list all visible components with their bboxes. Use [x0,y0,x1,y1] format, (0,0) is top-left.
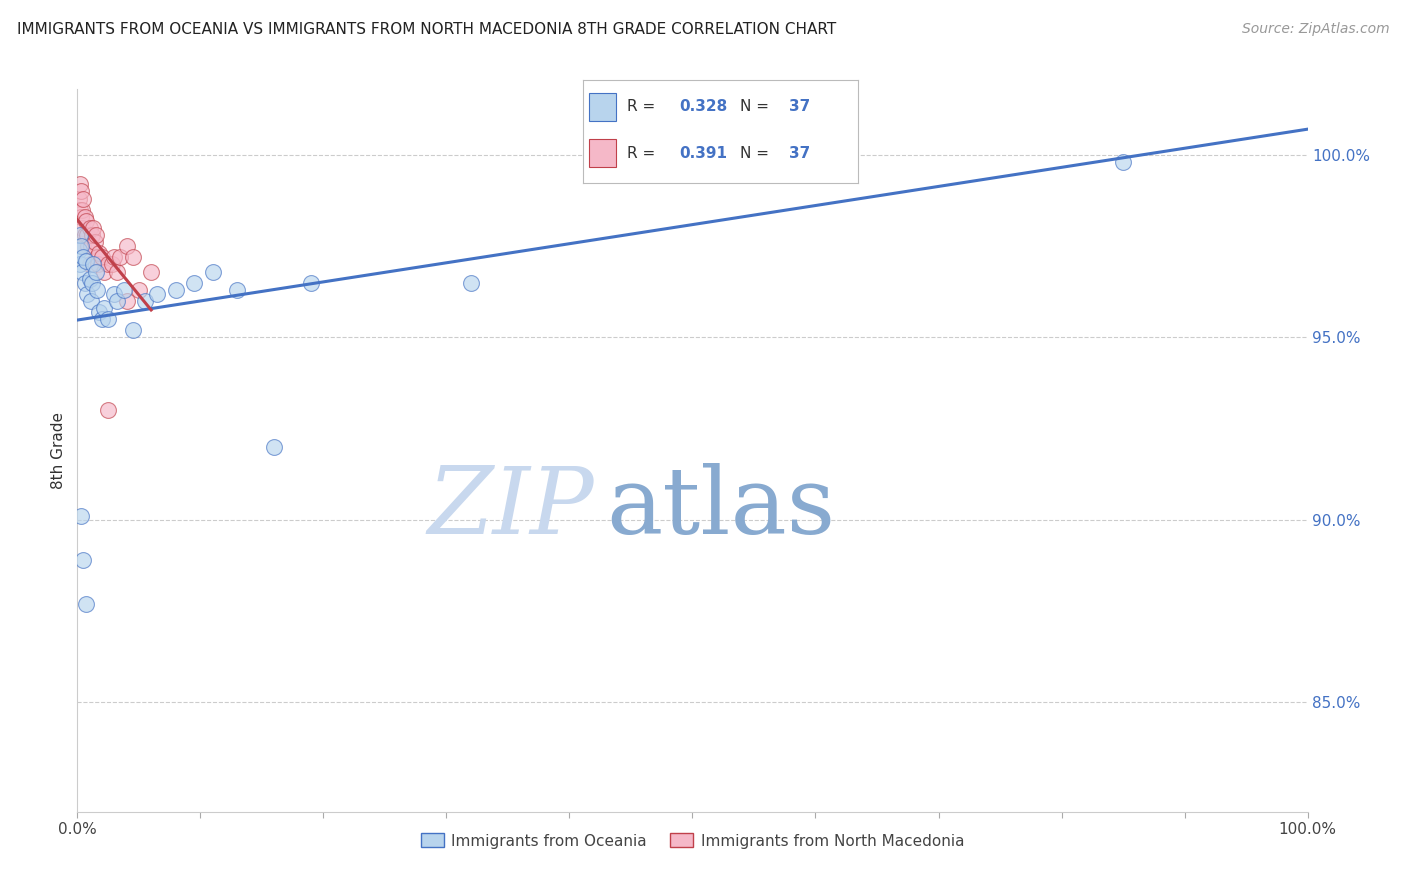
Point [75,597,97,611]
Point [460,276,482,290]
Point [89,246,111,260]
Point [121,323,143,337]
Point [67,243,90,257]
Point [79,220,101,235]
Point [97,312,120,326]
Point [70,185,93,199]
Point [110,250,132,264]
Y-axis label: 8th Grade: 8th Grade [51,412,66,489]
Point [105,293,128,308]
Point [75,213,97,227]
Point [82,220,104,235]
Point [90,312,114,326]
Point [67,192,90,206]
Point [69,202,91,217]
Point [82,257,104,271]
Point [76,228,98,243]
Point [299,276,322,290]
Point [97,403,120,417]
Legend: Immigrants from Oceania, Immigrants from North Macedonia: Immigrants from Oceania, Immigrants from… [415,828,970,855]
Point [93,301,115,315]
Text: atlas: atlas [606,463,835,553]
Point [101,257,124,271]
Text: 37: 37 [789,99,810,114]
Point [80,293,103,308]
Point [141,265,163,279]
Point [263,440,285,454]
Point [75,253,97,268]
Point [82,228,104,243]
Point [79,272,101,286]
FancyBboxPatch shape [589,139,616,168]
Point [80,239,103,253]
Text: ZIP: ZIP [427,463,595,553]
Point [90,250,114,264]
Point [103,250,125,264]
Text: IMMIGRANTS FROM OCEANIA VS IMMIGRANTS FROM NORTH MACEDONIA 8TH GRADE CORRELATION: IMMIGRANTS FROM OCEANIA VS IMMIGRANTS FR… [17,22,837,37]
Point [146,286,169,301]
Point [115,293,138,308]
Point [201,265,224,279]
Point [804,155,827,169]
Point [69,228,91,243]
Point [112,283,135,297]
Point [84,265,107,279]
Point [70,509,93,524]
Point [73,210,96,224]
Point [72,239,94,253]
Point [70,220,93,235]
Point [115,239,138,253]
Point [69,177,91,191]
Point [83,235,105,250]
Point [86,283,108,297]
Text: 0.391: 0.391 [679,146,727,161]
Point [70,210,93,224]
Text: 37: 37 [789,146,810,161]
Text: R =: R = [627,99,661,114]
Point [70,239,93,253]
Text: N =: N = [740,99,773,114]
Text: R =: R = [627,146,661,161]
Point [93,265,115,279]
Point [103,286,125,301]
Text: N =: N = [740,146,773,161]
Point [73,228,96,243]
Point [121,250,143,264]
FancyBboxPatch shape [589,93,616,121]
Point [72,250,94,264]
Point [70,202,93,217]
Point [70,265,93,279]
Point [226,283,249,297]
Point [105,265,128,279]
Text: 0.328: 0.328 [679,99,728,114]
Point [76,286,98,301]
Point [69,257,91,271]
Point [97,257,120,271]
Point [72,192,94,206]
Point [134,293,156,308]
Point [89,305,111,319]
Point [77,239,100,253]
Point [73,276,96,290]
Point [86,250,108,264]
Point [79,257,101,271]
Point [1112,155,1135,169]
Point [183,276,205,290]
Text: Source: ZipAtlas.com: Source: ZipAtlas.com [1241,22,1389,37]
Point [87,257,110,271]
Point [84,228,107,243]
Point [72,553,94,567]
Point [82,276,104,290]
Point [128,283,150,297]
Point [165,283,187,297]
